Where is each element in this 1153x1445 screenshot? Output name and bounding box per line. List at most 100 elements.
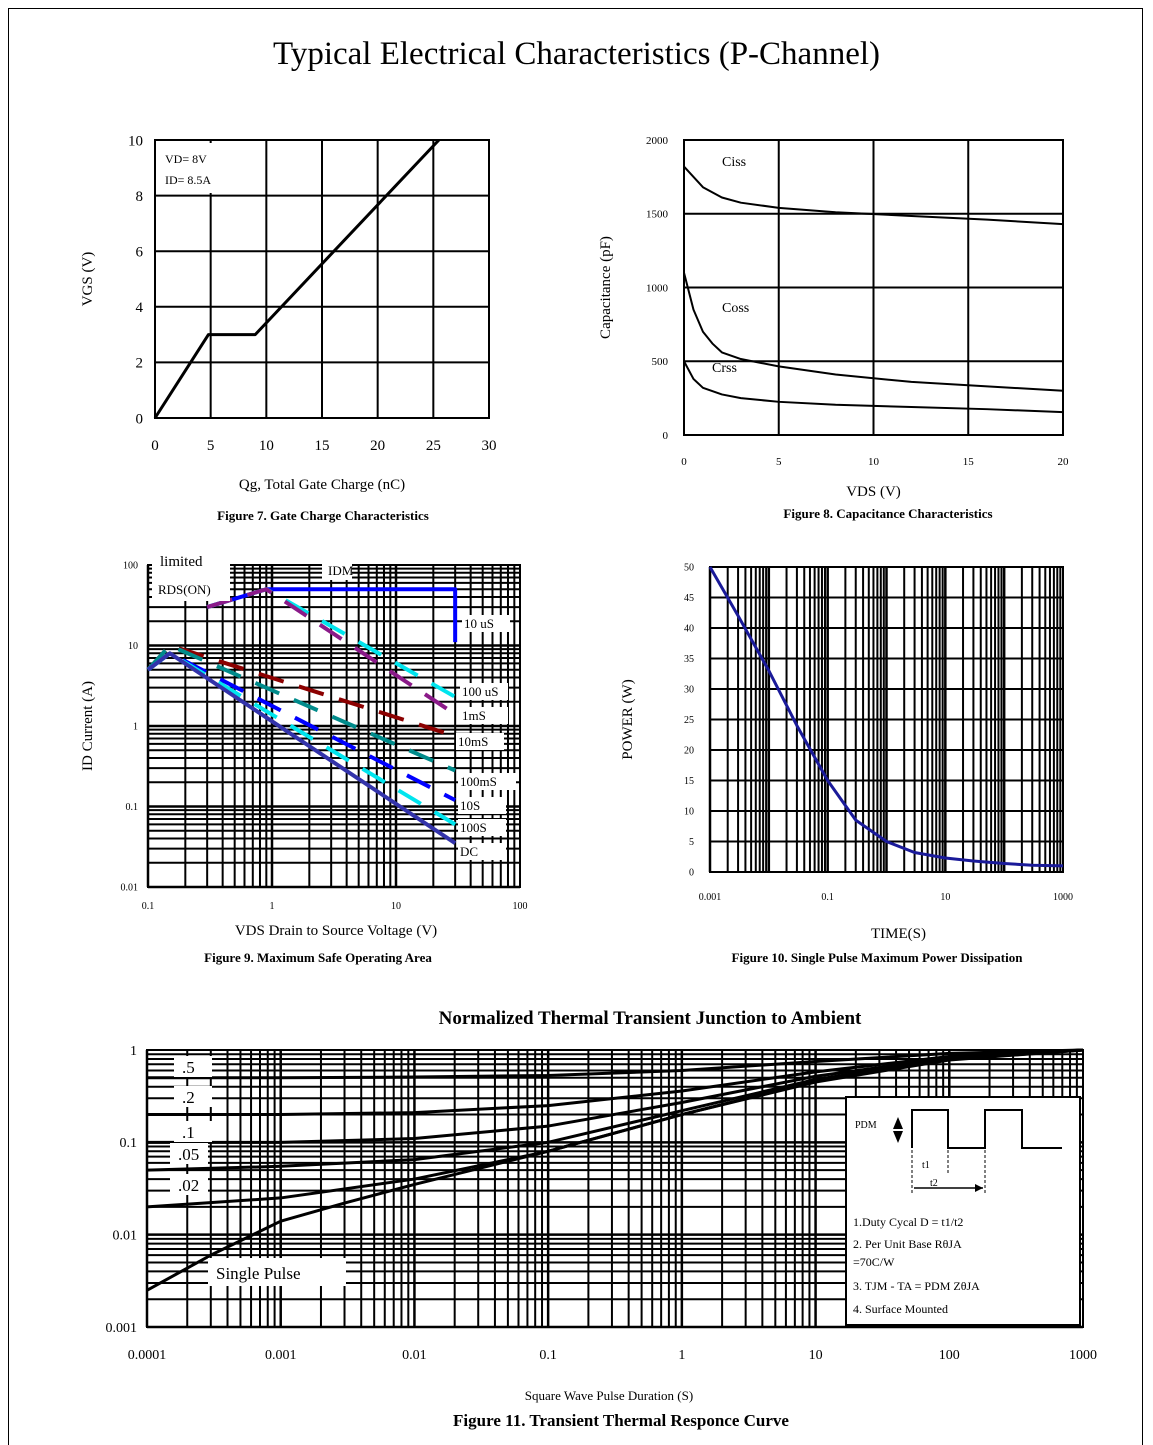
fig10-y-tick-label: 50 [684, 563, 694, 574]
fig11-series-label: .1 [182, 1123, 195, 1142]
fig11-y-tick-label: 0.001 [106, 1321, 138, 1336]
fig8-x-tick-label: 10 [868, 456, 880, 468]
fig10-x-axis-label: TIME(S) [871, 926, 926, 942]
chart-figure-8: 0 5 10 15 20 0 500 1000 1500 2000 Ciss Coss Crss VDS … [598, 135, 1069, 521]
fig11-x-axis-label: Square Wave Pulse Duration (S) [525, 1388, 693, 1403]
fig10-x-tick-label: 1000 [1053, 892, 1073, 903]
fig7-annotation-box [158, 143, 238, 193]
fig10-grid [708, 566, 1063, 873]
fig11-x-tick-label: 1000 [1069, 1348, 1097, 1363]
fig11-series-label-bg [170, 1143, 208, 1164]
fig9-series-label-bg [456, 733, 504, 750]
fig8-series-crss [683, 360, 1064, 414]
fig11-series-label-bg [174, 1056, 212, 1077]
fig8-series-label: Coss [722, 301, 749, 316]
fig9-series-label: 10 uS [464, 616, 494, 631]
fig8-series-ciss [683, 165, 1064, 226]
fig11-note: 2. Per Unit Base RθJA [853, 1237, 962, 1251]
fig11-series--2 [147, 1048, 1084, 1117]
fig9-series-label-bg [458, 797, 506, 814]
fig8-y-tick-label: 2000 [646, 135, 669, 147]
fig11-series-single-pulse [146, 1048, 1084, 1292]
fig7-y-tick-label: 2 [136, 356, 144, 372]
fig11-y-tick-label: 0.01 [113, 1229, 138, 1244]
fig11-series-label-bg [170, 1174, 208, 1195]
fig11-series-label: Single Pulse [216, 1264, 301, 1283]
fig8-x-tick-label: 0 [681, 456, 687, 468]
fig11-series-label: .05 [178, 1145, 199, 1164]
fig11-series-label: .2 [182, 1088, 195, 1107]
fig10-caption: Figure 10. Single Pulse Maximum Power Di… [732, 950, 1024, 965]
fig7-x-tick-label: 25 [426, 438, 441, 454]
fig7-y-tick-label: 0 [136, 411, 144, 427]
fig11-x-tick-label: 1 [678, 1348, 685, 1363]
fig10-x-tick-label: 0.1 [821, 892, 834, 903]
fig9-x-tick-label: 10 [391, 901, 401, 912]
fig11-y-tick-label: 1 [130, 1044, 137, 1059]
fig11-series-label: .02 [178, 1176, 199, 1195]
fig7-series-line [153, 138, 440, 419]
fig9-series-100ms [146, 643, 456, 773]
fig9-series-label-bg [458, 819, 506, 836]
fig7-x-tick-label: 0 [151, 438, 159, 454]
fig8-y-tick-label: 1500 [646, 209, 669, 221]
fig10-y-tick-label: 35 [684, 654, 694, 665]
fig9-series-label: 10S [460, 798, 480, 813]
fig9-series-label: 100 uS [462, 684, 498, 699]
fig9-series-label-bg [460, 683, 508, 700]
fig11-x-tick-label: 0.1 [539, 1348, 557, 1363]
fig7-x-tick-label: 30 [482, 438, 497, 454]
fig9-annotation-box [152, 551, 230, 601]
fig11-dim-arrowhead [975, 1184, 983, 1192]
fig9-annotation: IDM [328, 563, 354, 578]
fig10-y-tick-label: 20 [684, 746, 694, 757]
fig9-y-axis-label: ID Current (A) [80, 681, 96, 771]
fig11-series-label-bg [174, 1121, 212, 1142]
fig9-series-label: DC [460, 844, 478, 859]
fig9-series-label-bg [458, 773, 516, 790]
fig11-pulse-waveform [911, 1109, 1062, 1149]
fig11-x-tick-label: 100 [939, 1348, 960, 1363]
fig9-series-label-bg [458, 843, 506, 860]
chart-figure-10: 0.001 0.1 10 1000 0 5 10 15 20 25 30 35 40 45 50 TIME(S… [620, 563, 1073, 966]
fig7-x-tick-label: 15 [315, 438, 330, 454]
fig11-series--5 [147, 1048, 1084, 1080]
fig10-y-tick-label: 25 [684, 715, 694, 726]
fig11-note: t1 [922, 1160, 930, 1171]
fig9-y-tick-label: 10 [128, 641, 138, 652]
fig11-note: 4. Surface Mounted [853, 1302, 948, 1316]
page-title: Typical Electrical Characteristics (P-Ch… [272, 36, 881, 72]
fig10-y-tick-label: 45 [684, 593, 694, 604]
fig9-y-tick-label: 0.1 [126, 802, 139, 813]
fig11-title: Normalized Thermal Transient Junction to… [439, 1008, 862, 1029]
fig8-caption: Figure 8. Capacitance Characteristics [783, 506, 992, 521]
fig11-note: 1.Duty Cycal D = t1/t2 [853, 1215, 963, 1229]
fig9-series-1ms [206, 587, 457, 716]
chart-figure-11: Normalized Thermal Transient Junction to… [106, 1008, 1098, 1430]
fig10-y-tick-label: 5 [689, 837, 694, 848]
fig9-series-dc [146, 651, 457, 845]
fig8-x-tick-label: 5 [776, 456, 782, 468]
fig7-x-tick-label: 5 [207, 438, 215, 454]
fig7-x-tick-label: 20 [370, 438, 385, 454]
fig10-y-axis-label: POWER (W) [620, 679, 636, 759]
fig9-series-10-us [206, 587, 458, 643]
fig9-series-label: 100mS [460, 774, 497, 789]
fig9-x-axis-label: VDS Drain to Source Voltage (V) [235, 923, 437, 939]
chart-figure-7: 0 5 10 15 20 25 30 0 2 4 6 8 10 VD= 8V ID= 8.5A Qg, Tot… [80, 133, 497, 523]
fig11-note: t2 [930, 1178, 938, 1189]
fig9-series-label-bg [460, 707, 508, 724]
fig10-y-tick-label: 15 [684, 776, 694, 787]
fig8-series-label: Crss [712, 361, 737, 376]
fig8-y-tick-label: 500 [652, 356, 669, 368]
fig9-y-tick-label: 0.01 [121, 883, 139, 894]
fig11-x-tick-label: 0.0001 [128, 1348, 167, 1363]
fig11-pdm-arrow-down [893, 1131, 903, 1143]
fig9-x-tick-label: 0.1 [142, 901, 155, 912]
fig11-note: =70C/W [853, 1255, 895, 1269]
fig7-x-tick-label: 10 [259, 438, 274, 454]
fig11-inset-box [845, 1096, 1081, 1326]
